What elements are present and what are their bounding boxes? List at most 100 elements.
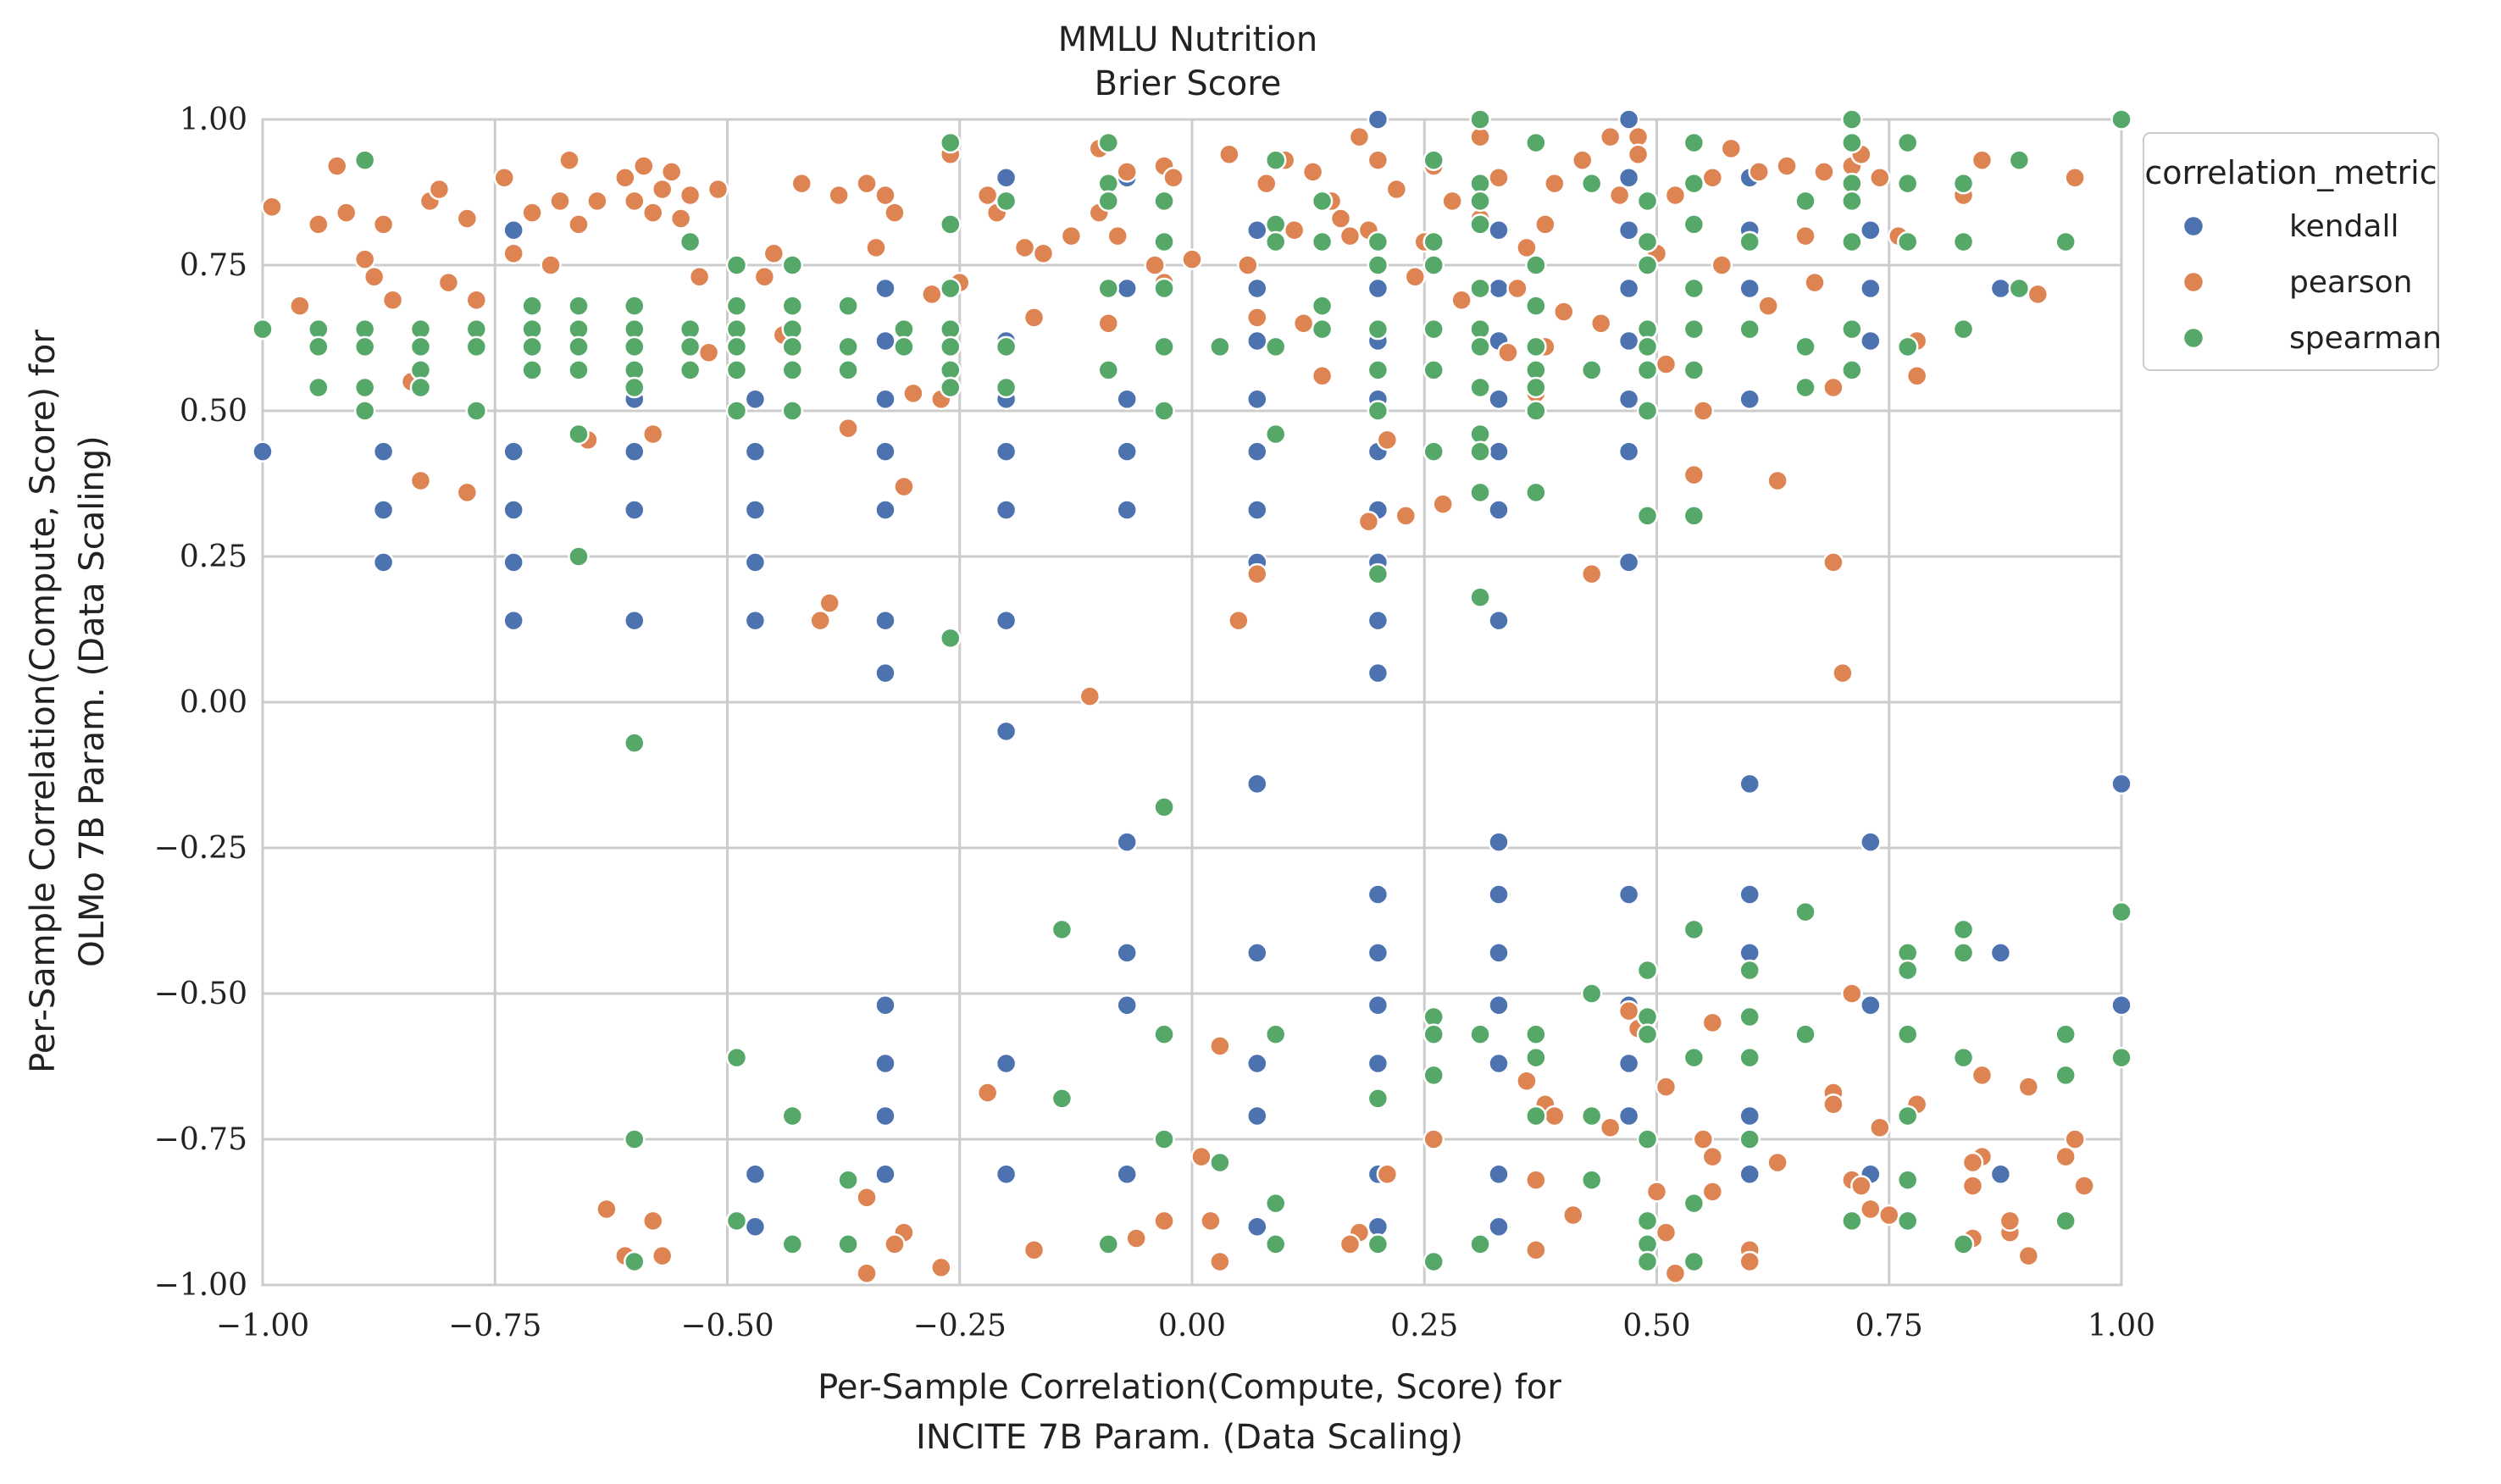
pearson-point-182: [1701, 1145, 1724, 1168]
pearson-point-69: [1023, 307, 1045, 329]
spearman-point-131: [1469, 586, 1491, 608]
pearson-point-16: [465, 289, 488, 312]
pearson-point-108: [1376, 429, 1399, 451]
spearman-point-142: [1525, 1023, 1547, 1045]
spearman-point-161: [1636, 1128, 1659, 1150]
kendall-point-26: [874, 662, 896, 684]
spearman-point-115: [1422, 440, 1445, 462]
spearman-point-217: [2055, 1210, 2077, 1232]
spearman-point-149: [1580, 1169, 1603, 1191]
pearson-point-97: [1283, 219, 1306, 241]
kendall-point-18: [744, 1163, 767, 1186]
spearman-point-208: [1952, 918, 1975, 941]
spearman-point-65: [940, 335, 962, 358]
pearson-point-111: [1404, 266, 1427, 288]
kendall-point-20: [874, 277, 896, 300]
kendall-point-92: [1617, 219, 1640, 241]
spearman-point-46: [781, 254, 804, 276]
spearman-point-167: [1683, 213, 1705, 235]
spearman-point-63: [940, 277, 962, 300]
spearman-point-31: [624, 732, 646, 754]
spearman-point-73: [1051, 1088, 1073, 1110]
spearman-point-53: [781, 1233, 804, 1255]
spearman-point-166: [1683, 172, 1705, 195]
pearson-point-6: [363, 266, 385, 288]
spearman-point-36: [679, 335, 702, 358]
spearman-point-103: [1367, 254, 1389, 276]
pearson-point-184: [1701, 1181, 1724, 1203]
x-tick-label-6: 0.50: [1622, 1309, 1690, 1343]
spearman-point-10: [409, 335, 432, 358]
pearson-point-55: [902, 382, 924, 405]
spearman-point-162: [1636, 1210, 1659, 1232]
spearman-point-28: [624, 335, 646, 358]
pearson-point-103: [1339, 224, 1361, 247]
spearman-point-96: [1264, 1192, 1287, 1215]
spearman-point-136: [1525, 295, 1547, 317]
pearson-point-46: [809, 609, 831, 632]
pearson-point-19: [521, 202, 543, 224]
kendall-point-28: [874, 1052, 896, 1075]
pearson-point-45: [790, 172, 813, 195]
pearson-point-166: [1339, 1233, 1361, 1255]
pearson-point-203: [2017, 1076, 2040, 1098]
spearman-point-105: [1367, 359, 1389, 381]
pearson-point-28: [624, 190, 646, 213]
pearson-point-183: [1701, 1011, 1724, 1034]
spearman-point-24: [568, 423, 590, 446]
spearman-point-89: [1209, 1151, 1231, 1174]
kendall-point-7: [372, 499, 395, 521]
spearman-point-177: [1738, 318, 1761, 341]
pearson-point-193: [1860, 1198, 1882, 1221]
pearson-point-13: [437, 271, 460, 294]
spearman-point-61: [940, 131, 962, 154]
pearson-point-21: [549, 190, 571, 213]
pearson-point-29: [633, 155, 655, 177]
kendall-point-121: [2110, 994, 2132, 1016]
kendall-point-80: [1488, 440, 1510, 462]
spearman-point-154: [1636, 335, 1659, 358]
pearson-point-163: [2064, 167, 2086, 189]
kendall-point-77: [1488, 277, 1510, 300]
kendall-point-113: [1860, 329, 1882, 352]
spearman-point-57: [837, 1169, 859, 1191]
spearman-point-104: [1367, 318, 1389, 341]
pearson-point-189: [1822, 1093, 1844, 1116]
kendall-point-44: [1116, 499, 1138, 521]
y-tick-label-7: 0.75: [180, 248, 247, 283]
pearson-point-95: [1256, 172, 1278, 195]
spearman-point-194: [1841, 1210, 1863, 1232]
spearman-point-219: [2110, 900, 2132, 923]
pearson-point-17: [493, 167, 515, 189]
pearson-point-177: [1645, 1181, 1668, 1203]
kendall-point-86: [1488, 994, 1510, 1016]
spearman-point-54: [837, 295, 859, 317]
x-axis-label-line1: Per-Sample Correlation(Compute, Score) f…: [818, 1368, 1561, 1407]
spearman-point-147: [1580, 983, 1603, 1005]
spearman-point-19: [521, 359, 543, 381]
spearman-point-150: [1636, 190, 1659, 213]
spearman-point-130: [1469, 481, 1491, 504]
spearman-point-2: [308, 335, 330, 358]
kendall-point-4: [502, 551, 524, 573]
pearson-point-145: [1757, 295, 1779, 317]
pearson-point-205: [2055, 1145, 2077, 1168]
x-tick-label-8: 1.00: [2088, 1309, 2155, 1343]
kendall-point-70: [1367, 883, 1389, 905]
spearman-point-135: [1525, 254, 1547, 276]
spearman-point-88: [1209, 335, 1231, 358]
pearson-point-131: [1599, 125, 1622, 148]
pearson-point-89: [1209, 1250, 1231, 1273]
spearman-point-44: [725, 1046, 748, 1069]
x-tick-label-0: −1.00: [216, 1309, 309, 1343]
kendall-point-89: [1488, 1215, 1510, 1238]
kendall-point-110: [1738, 1163, 1761, 1186]
pearson-point-140: [1701, 167, 1724, 189]
pearson-point-175: [1617, 999, 1640, 1022]
kendall-point-60: [1246, 1215, 1268, 1238]
pearson-point-36: [697, 341, 720, 363]
kendall-point-5: [502, 609, 524, 632]
spearman-point-182: [1794, 190, 1816, 213]
kendall-point-59: [1246, 1105, 1268, 1127]
kendall-point-46: [1116, 942, 1138, 964]
